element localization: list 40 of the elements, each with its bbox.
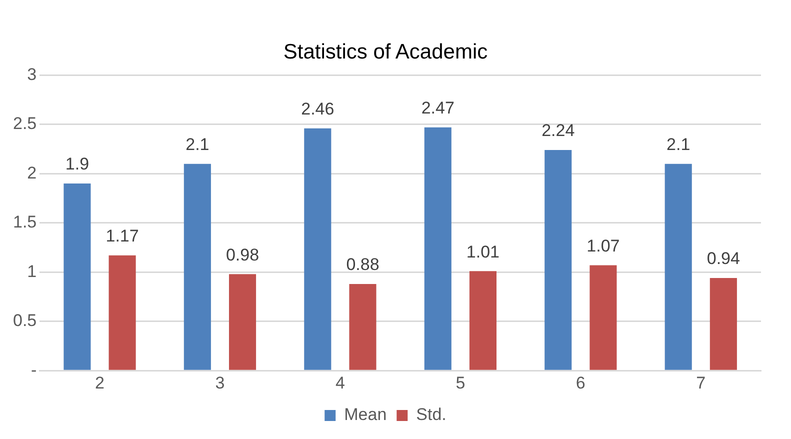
bar: [664, 164, 692, 370]
data-label: 2.46: [301, 100, 334, 119]
legend-label: Mean: [344, 405, 387, 424]
y-tick-label: 3: [27, 64, 37, 84]
x-tick-label: 7: [696, 373, 706, 392]
y-tick-label: 2.5: [12, 114, 37, 134]
legend-label: Std.: [416, 405, 446, 424]
x-tick-label: 6: [576, 373, 586, 392]
data-label: 1.01: [466, 242, 500, 262]
data-label: 0.98: [226, 245, 260, 264]
data-label: 1.07: [586, 236, 620, 256]
data-label: 2.1: [186, 135, 210, 154]
data-label: 2.1: [666, 135, 690, 154]
data-label: 1.9: [65, 154, 90, 174]
x-tick-label: 2: [95, 373, 104, 392]
data-label: 2.47: [421, 98, 454, 118]
bar: [349, 284, 376, 370]
y-tick-label: 1.5: [12, 212, 37, 232]
bar: [228, 274, 256, 370]
chart-title: Statistics of Academic: [283, 40, 488, 64]
y-tick-label: 1: [27, 262, 37, 281]
y-tick-label: 2: [27, 163, 37, 182]
data-label: 0.88: [346, 255, 380, 274]
bar: [469, 271, 496, 370]
bar: [544, 150, 572, 370]
x-tick-label: 5: [456, 373, 466, 392]
y-tick-label: -: [30, 360, 37, 380]
bar: [590, 265, 617, 370]
y-tick-label: 0.5: [12, 311, 37, 330]
bar: [710, 278, 737, 370]
data-label: 2.24: [542, 121, 575, 140]
bar: [304, 128, 332, 370]
bar: [108, 255, 136, 370]
data-label: 1.17: [106, 226, 139, 246]
x-tick-label: 3: [215, 373, 225, 392]
x-tick-label: 4: [335, 373, 345, 392]
bar: [184, 164, 211, 370]
bar: [64, 184, 91, 370]
bar: [424, 127, 452, 370]
data-label: 0.94: [706, 249, 740, 268]
